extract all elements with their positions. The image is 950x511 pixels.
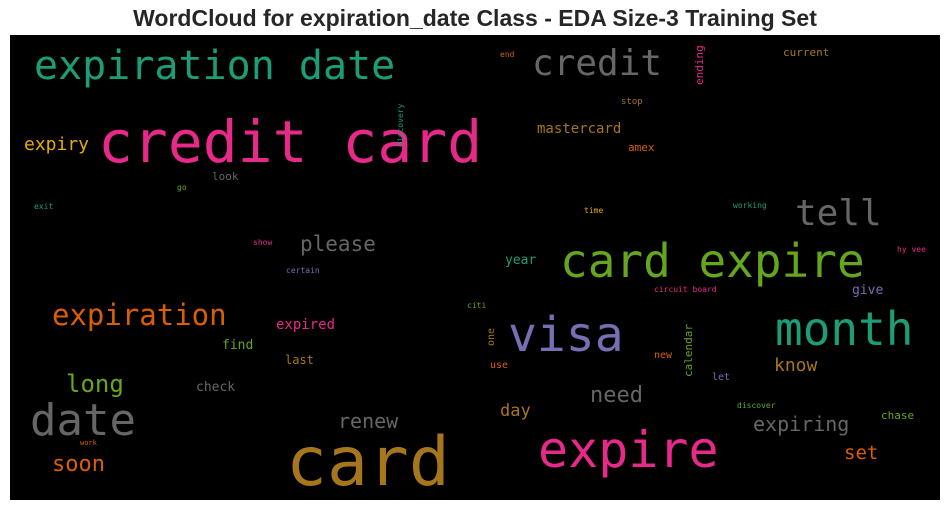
word-long: long <box>66 370 124 398</box>
word-exit: exit <box>34 202 53 211</box>
word-one: one <box>486 328 497 346</box>
word-year: year <box>505 253 536 268</box>
word-amex: amex <box>628 141 655 154</box>
word-ending: ending <box>693 45 706 85</box>
word-work: work <box>80 439 98 447</box>
word-expiring: expiring <box>753 412 849 436</box>
word-credit: credit <box>532 43 662 84</box>
word-expiration: expiration <box>52 298 227 332</box>
word-expire: expire <box>538 421 719 479</box>
word-visa: visa <box>508 307 624 363</box>
word-calendar: calendar <box>682 324 695 377</box>
word-give: give <box>852 283 883 298</box>
word-card-expire: card expire <box>560 234 865 288</box>
word-card: card <box>286 423 450 500</box>
word-tell: tell <box>795 193 882 234</box>
wordcloud-canvas: credit card card card expire expiration dat… <box>10 35 940 500</box>
word-use: use <box>490 360 508 371</box>
word-expired: expired <box>276 317 335 333</box>
word-show: show <box>253 238 272 247</box>
word-need: need <box>590 383 643 408</box>
word-hy-vee: hy vee <box>897 245 926 254</box>
word-find: find <box>222 338 253 353</box>
word-citi: citi <box>467 301 486 310</box>
chart-title: WordCloud for expiration_date Class - ED… <box>133 5 817 31</box>
word-working: working <box>733 201 767 210</box>
word-know: know <box>774 355 818 376</box>
word-expiry: expiry <box>24 134 89 155</box>
word-end: end <box>500 50 515 59</box>
word-discover: discover <box>737 401 776 410</box>
word-month: month <box>775 302 913 356</box>
word-new: new <box>654 350 673 361</box>
word-set: set <box>844 442 878 464</box>
word-time: time <box>584 206 603 215</box>
word-circuit-board: circuit board <box>654 285 717 294</box>
word-go: go <box>177 183 187 192</box>
word-look: look <box>212 170 239 183</box>
word-credit-card: credit card <box>98 108 482 176</box>
word-chase: chase <box>881 409 914 422</box>
word-certain: certain <box>286 266 320 275</box>
word-date: date <box>30 395 136 446</box>
word-soon: soon <box>52 452 105 477</box>
word-discovery: discovery <box>396 103 405 147</box>
word-expiration-date: expiration date <box>34 43 395 89</box>
word-current: current <box>783 46 829 59</box>
word-last: last <box>285 353 314 367</box>
word-let: let <box>712 372 730 383</box>
word-mastercard: mastercard <box>537 121 621 137</box>
word-stop: stop <box>621 97 643 107</box>
wordcloud-svg: credit card card card expire expiration dat… <box>24 43 926 500</box>
word-please: please <box>300 232 376 256</box>
word-check: check <box>196 380 235 395</box>
word-renew: renew <box>338 409 399 433</box>
word-day: day <box>500 401 531 421</box>
